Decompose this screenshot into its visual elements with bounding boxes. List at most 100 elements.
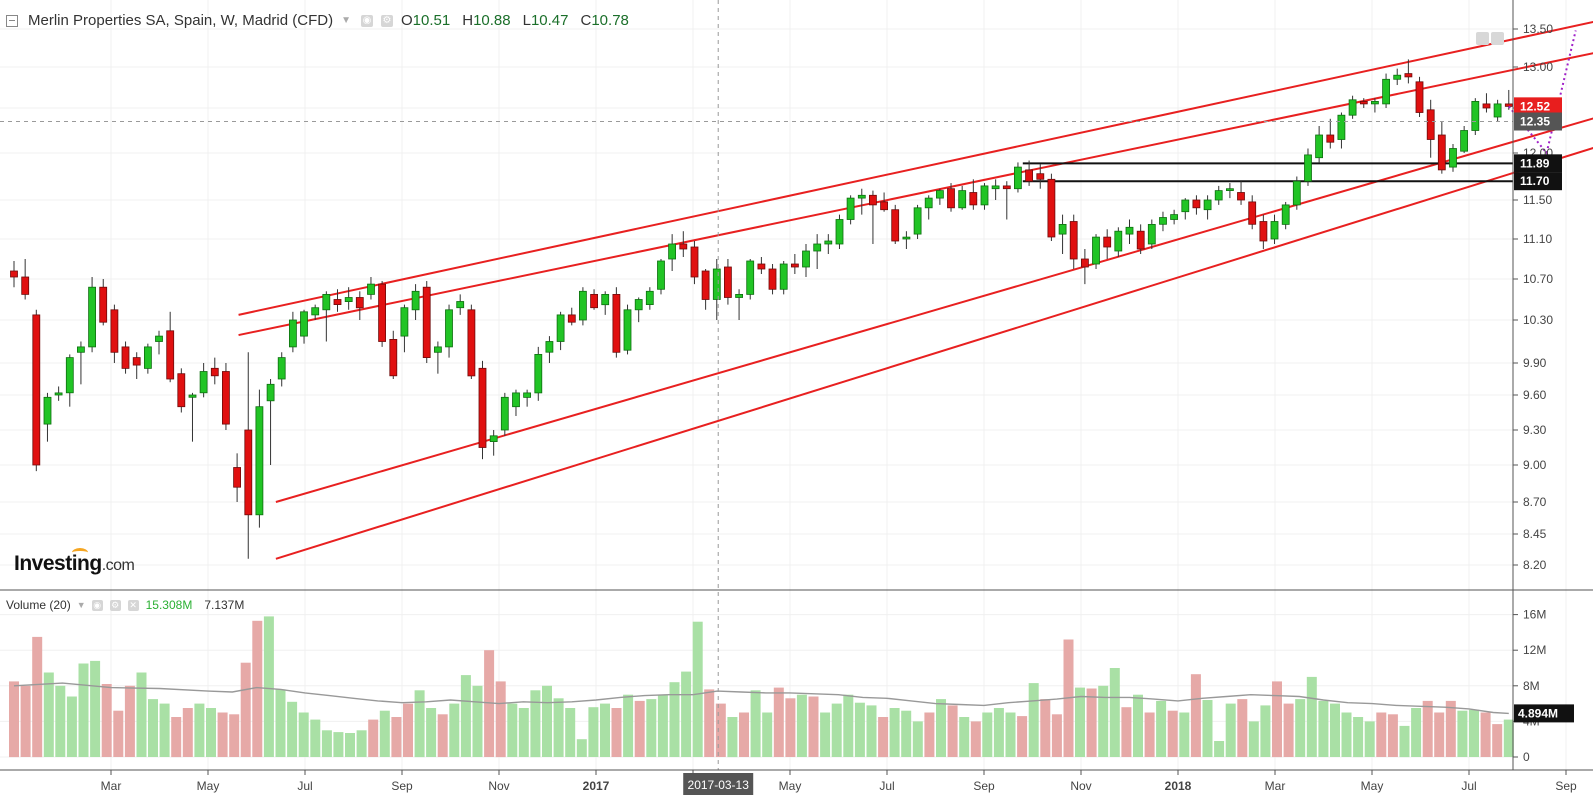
chevron-down-icon[interactable]: ▼ [341, 15, 351, 26]
volume-bar [1040, 699, 1051, 757]
candle [132, 352, 141, 379]
candle [333, 289, 342, 312]
candle [556, 311, 565, 351]
candle [1371, 98, 1379, 113]
volume-bar [321, 730, 332, 757]
time-tick-label: Mar [1265, 779, 1286, 793]
volume-bar [414, 690, 425, 758]
candle [467, 304, 476, 379]
candle-body [1069, 221, 1078, 260]
gear-icon[interactable]: ⚙ [109, 599, 121, 611]
volume-bar [588, 707, 599, 757]
candle-body [110, 309, 119, 353]
candle [913, 204, 922, 239]
candle-body [835, 219, 844, 245]
candle [1404, 59, 1413, 84]
volume-bar [1387, 714, 1398, 757]
volume-bar [90, 660, 101, 757]
candle-body [1281, 204, 1290, 225]
candle [1449, 144, 1457, 172]
candle-body [1203, 199, 1212, 211]
candle [1348, 95, 1357, 119]
candle-body [857, 194, 866, 199]
volume-title[interactable]: Volume (20) [6, 598, 71, 612]
volume-bar [889, 708, 900, 757]
candle [857, 188, 866, 215]
candle [177, 368, 186, 413]
time-tick-label: Jul [297, 779, 312, 793]
candle-body [1437, 134, 1446, 171]
volume-bar [1306, 676, 1317, 757]
candle-body [579, 290, 587, 321]
candle [1460, 126, 1468, 153]
volume-bar [785, 698, 796, 757]
price-tick-label: 8.45 [1523, 527, 1547, 541]
candle-body [1259, 221, 1268, 242]
candle [947, 183, 955, 212]
close-icon[interactable]: ✕ [127, 599, 139, 611]
eye-icon[interactable]: ◉ [361, 14, 373, 27]
support-lines [1022, 162, 1513, 183]
volume-bar [820, 712, 831, 757]
candle [668, 234, 676, 271]
candle [724, 259, 732, 305]
ohlc-low: L10.47 [522, 12, 569, 29]
eye-icon[interactable]: ◉ [91, 599, 103, 611]
candle-body [1002, 185, 1011, 190]
gear-icon[interactable]: ⚙ [381, 14, 393, 27]
candle-body [846, 197, 855, 220]
candle [21, 259, 30, 300]
time-axis[interactable]: Mar May Jul Sep Nov 2017 Mar May Jul Sep Nov 2018 Ma… [101, 770, 1577, 795]
candle [1248, 195, 1257, 230]
candle-body [1426, 109, 1435, 140]
candle-body [869, 194, 877, 206]
time-tick-label: May [779, 779, 802, 793]
volume-ma-tag-label: 4.894M [1518, 706, 1558, 720]
candle [277, 352, 286, 387]
candle [924, 195, 933, 220]
candle-body [1482, 103, 1491, 109]
scale-buttons [1476, 32, 1504, 45]
candle-body [378, 283, 387, 342]
candle [300, 309, 308, 344]
volume-bar [542, 685, 552, 757]
candle [389, 330, 398, 379]
price-tag-support [1514, 154, 1562, 173]
collapse-icon[interactable] [6, 14, 18, 27]
price-tick-label: 9.60 [1523, 388, 1547, 402]
candle-body [924, 197, 933, 209]
candle [791, 254, 799, 274]
volume-bar [1156, 700, 1167, 757]
volume-bar [901, 710, 912, 757]
volume-bar [1190, 674, 1201, 757]
volume-bar [1202, 700, 1213, 757]
symbol-title[interactable]: Merlin Properties SA, Spain, W, Madrid (… [28, 12, 334, 29]
candle [980, 183, 989, 210]
volume-bar [472, 685, 483, 757]
candle [500, 392, 509, 436]
time-tick-label: May [197, 779, 220, 793]
candle-body [288, 319, 297, 348]
volume-bar [171, 717, 182, 758]
candle-body [1081, 258, 1089, 268]
volume-bar [1214, 741, 1225, 757]
candle-body [712, 268, 721, 300]
candle [1214, 185, 1223, 205]
candle-body [199, 371, 208, 394]
candle-body [567, 314, 576, 323]
time-tick-label: Sep [1555, 779, 1577, 793]
volume-bar [1457, 710, 1468, 757]
scale-auto-icon[interactable] [1476, 32, 1489, 45]
candle [1159, 211, 1167, 232]
scale-log-icon[interactable] [1491, 32, 1504, 45]
candle [1203, 195, 1212, 220]
volume-bar [507, 703, 518, 757]
candle-body [1170, 214, 1178, 220]
chevron-down-icon[interactable]: ▼ [76, 600, 86, 610]
candle-body [1449, 148, 1457, 168]
candle [824, 234, 833, 254]
candle-body [188, 394, 197, 398]
time-tick-label: Nov [1070, 779, 1091, 793]
